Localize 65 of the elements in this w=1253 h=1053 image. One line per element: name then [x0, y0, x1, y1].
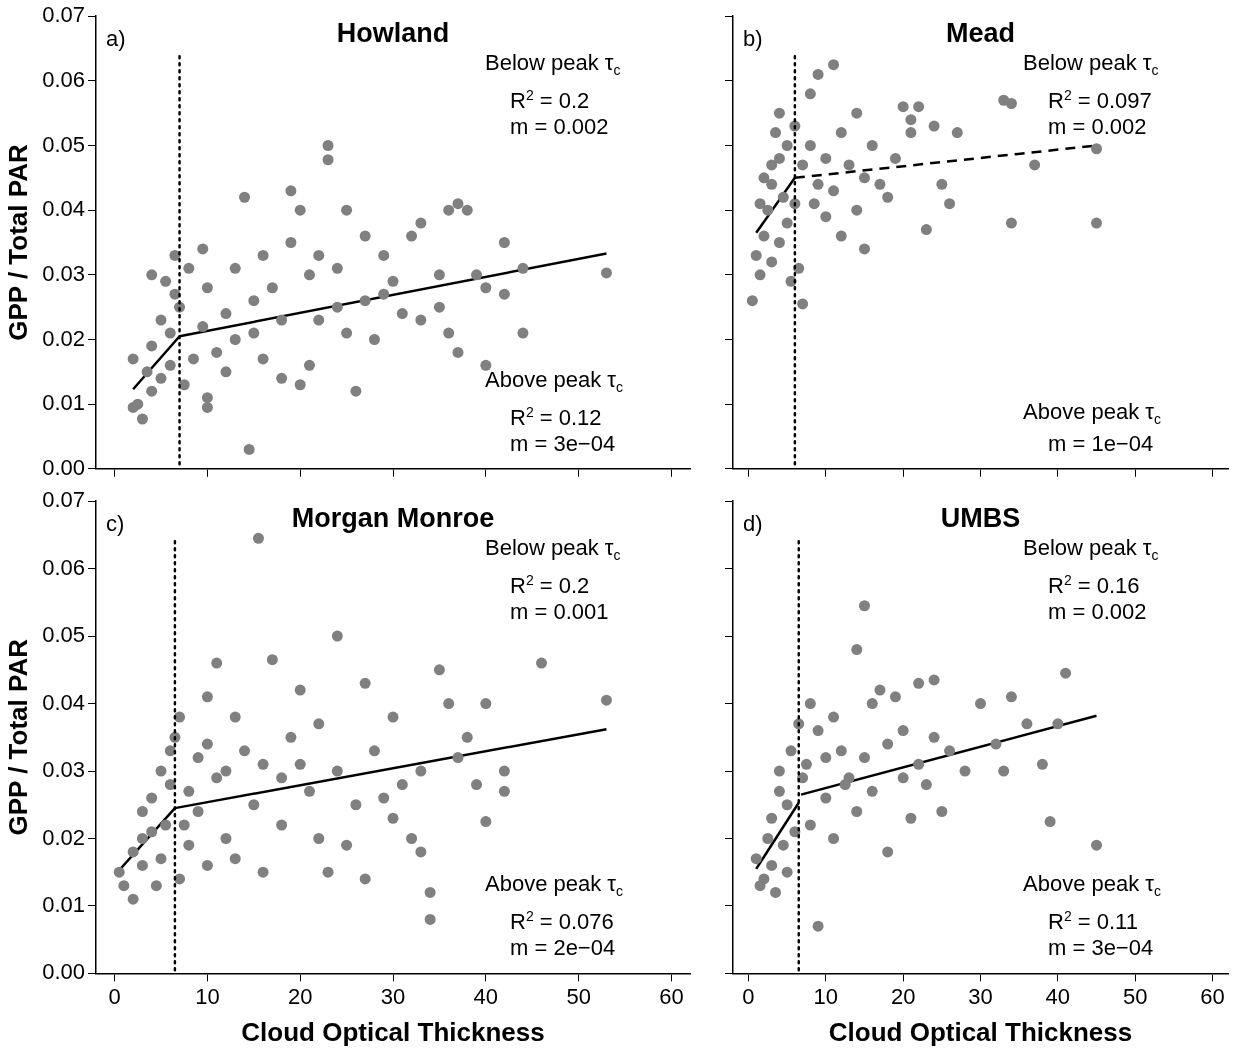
y-tick-label: 0.00 — [42, 959, 86, 985]
annotation: a) — [106, 25, 126, 54]
x-tick-label: 20 — [890, 983, 916, 1009]
y-axis-title: GPP / Total PAR — [2, 638, 33, 836]
y-tick-label: 0.02 — [42, 325, 86, 351]
y-tick-label: 0.03 — [42, 757, 86, 783]
annotation: m = 2e−04 — [510, 934, 616, 963]
x-tick-label: 30 — [380, 983, 406, 1009]
annotation: Above peak τ$_{c}$ — [485, 870, 624, 902]
y-tick-label: 0.06 — [42, 66, 86, 92]
y-tick-label: 0.05 — [42, 131, 86, 157]
y-tick-label: 0.04 — [42, 689, 86, 715]
x-axis-title: Cloud Optical Thickness — [828, 1016, 1133, 1047]
annotation: R$^{2}$ = 0.076 — [510, 908, 614, 935]
annotation: c) — [106, 510, 125, 539]
y-axis-title: GPP / Total PAR — [2, 144, 33, 341]
y-tick-label: 0.07 — [42, 2, 86, 28]
x-tick-label: 60 — [659, 983, 684, 1009]
x-tick-label: 50 — [1122, 983, 1148, 1009]
annotation: m = 0.002 — [1048, 113, 1147, 142]
x-tick-label: 10 — [813, 983, 839, 1009]
annotation: m = 3e−04 — [510, 429, 616, 458]
annotation: R$^{2}$ = 0.16 — [1048, 572, 1140, 599]
annotation: m = 0.001 — [510, 598, 609, 627]
y-tick-label: 0.02 — [42, 824, 86, 850]
y-tick-label: 0.04 — [42, 196, 86, 222]
annotation: b) — [743, 25, 763, 54]
annotation: Below peak τ$_{c}$ — [1023, 534, 1159, 566]
y-tick-label: 0.00 — [42, 454, 86, 480]
x-tick-label: 40 — [473, 983, 499, 1009]
annotation: R$^{2}$ = 0.2 — [510, 572, 590, 599]
annotation: m = 3e−04 — [1048, 934, 1154, 963]
annotation: d) — [743, 510, 763, 539]
chart-title: Howland — [336, 18, 450, 49]
x-axis-title: Cloud Optical Thickness — [241, 1016, 545, 1047]
annotation: Above peak τ$_{c}$ — [1023, 398, 1162, 428]
annotation: Below peak τ$_{c}$ — [485, 534, 621, 566]
y-tick-label: 0.01 — [42, 390, 86, 416]
x-tick-label: 40 — [1045, 983, 1071, 1009]
x-tick-label: 0 — [108, 983, 121, 1009]
chart-title: UMBS — [940, 503, 1021, 534]
annotation: m = 0.002 — [1048, 598, 1147, 627]
annotation: Above peak τ$_{c}$ — [1023, 870, 1162, 902]
chart-title: Morgan Monroe — [291, 503, 495, 534]
y-tick-label: 0.06 — [42, 554, 86, 580]
annotation: R$^{2}$ = 0.097 — [1048, 87, 1152, 114]
x-tick-label: 50 — [566, 983, 591, 1009]
y-tick-label: 0.03 — [42, 260, 86, 286]
annotation: m = 0.002 — [510, 113, 609, 142]
y-tick-label: 0.07 — [42, 487, 86, 513]
annotation: Below peak τ$_{c}$ — [485, 49, 621, 81]
annotation: R$^{2}$ = 0.12 — [510, 403, 602, 431]
annotation: R$^{2}$ = 0.11 — [1048, 908, 1138, 935]
annotation: Below peak τ$_{c}$ — [1023, 49, 1159, 81]
chart-title: Mead — [945, 18, 1016, 49]
y-tick-label: 0.05 — [42, 622, 86, 648]
annotation: R$^{2}$ = 0.2 — [510, 87, 590, 114]
y-tick-label: 0.01 — [42, 892, 86, 918]
x-tick-label: 30 — [968, 983, 993, 1009]
x-tick-label: 60 — [1200, 983, 1225, 1009]
annotation: Above peak τ$_{c}$ — [485, 365, 624, 398]
x-tick-label: 0 — [742, 983, 755, 1009]
annotation: m = 1e−04 — [1048, 429, 1154, 458]
x-tick-label: 10 — [195, 983, 220, 1009]
x-tick-label: 20 — [287, 983, 313, 1009]
